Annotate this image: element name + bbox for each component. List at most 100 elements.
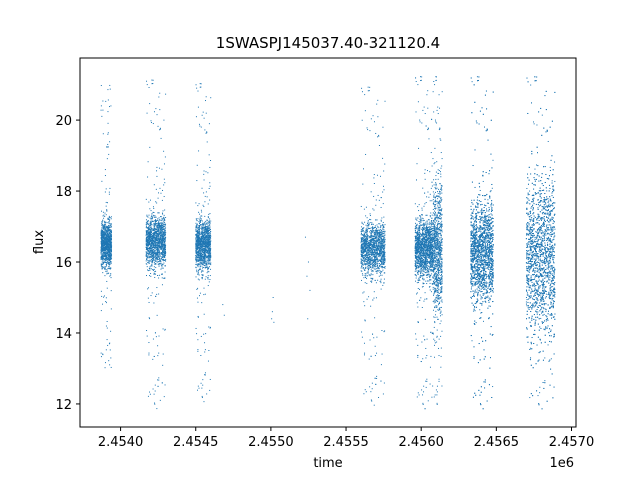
- data-point: [100, 231, 102, 233]
- data-point: [372, 274, 374, 276]
- data-point: [148, 342, 150, 344]
- data-point: [207, 238, 209, 240]
- data-point: [203, 238, 205, 240]
- data-point: [367, 223, 369, 225]
- data-point: [371, 262, 373, 264]
- data-point: [163, 277, 165, 279]
- data-point: [164, 244, 166, 246]
- data-point: [202, 228, 204, 230]
- data-point: [146, 252, 148, 254]
- data-point: [100, 85, 102, 87]
- data-point: [107, 242, 109, 244]
- data-point: [158, 379, 160, 381]
- data-point: [206, 242, 208, 244]
- data-point: [109, 240, 111, 242]
- data-point: [206, 250, 208, 252]
- data-point: [207, 268, 209, 270]
- data-point: [110, 248, 112, 250]
- data-point: [151, 218, 153, 220]
- data-point: [362, 256, 364, 258]
- data-point: [363, 243, 365, 245]
- data-point: [361, 246, 363, 248]
- data-point: [148, 214, 150, 216]
- data-point: [361, 228, 363, 230]
- data-point: [201, 229, 203, 231]
- data-point: [195, 235, 197, 237]
- data-point: [101, 239, 103, 241]
- data-point: [360, 226, 362, 228]
- data-point: [104, 256, 106, 258]
- data-point: [205, 266, 207, 268]
- data-point: [148, 234, 150, 236]
- data-point: [203, 240, 205, 242]
- data-point: [154, 402, 156, 404]
- data-point: [106, 234, 108, 236]
- data-point: [377, 249, 379, 251]
- data-point: [201, 249, 203, 251]
- data-point: [158, 227, 160, 229]
- data-point: [150, 234, 152, 236]
- data-point: [107, 244, 109, 246]
- data-point: [195, 244, 197, 246]
- data-point: [145, 238, 147, 240]
- data-point: [361, 256, 363, 258]
- data-point: [200, 258, 202, 260]
- data-point: [155, 257, 157, 259]
- data-point: [150, 244, 152, 246]
- data-point: [100, 258, 102, 260]
- data-point: [381, 240, 383, 242]
- data-point: [159, 240, 161, 242]
- data-point: [152, 235, 154, 237]
- data-point: [205, 247, 207, 249]
- data-point: [208, 236, 210, 238]
- data-point: [149, 208, 151, 210]
- data-point: [104, 267, 106, 269]
- data-point: [105, 223, 107, 225]
- data-point: [105, 246, 107, 248]
- data-point: [206, 245, 208, 247]
- data-point: [198, 250, 200, 251]
- data-point: [106, 273, 108, 275]
- data-point: [148, 227, 150, 229]
- data-point: [110, 249, 112, 251]
- data-point: [381, 240, 383, 242]
- data-point: [202, 111, 204, 113]
- data-point: [371, 233, 373, 235]
- data-point: [146, 254, 148, 256]
- data-point: [201, 278, 203, 280]
- data-point: [110, 223, 112, 225]
- data-point: [102, 266, 104, 268]
- data-point: [163, 178, 165, 180]
- data-point: [371, 248, 372, 250]
- data-point: [110, 218, 112, 220]
- data-point: [208, 232, 210, 234]
- data-point: [149, 217, 151, 219]
- data-point: [154, 223, 156, 225]
- data-point: [157, 218, 159, 220]
- data-point: [377, 259, 379, 261]
- data-point: [204, 225, 206, 227]
- data-point: [208, 235, 210, 237]
- data-point: [102, 303, 104, 305]
- data-point: [154, 241, 156, 243]
- data-point: [371, 227, 373, 229]
- data-point: [146, 256, 148, 258]
- data-point: [206, 272, 208, 274]
- data-point: [208, 266, 210, 268]
- data-point: [160, 258, 162, 260]
- data-point: [203, 237, 205, 239]
- data-point: [164, 245, 166, 247]
- data-point: [162, 251, 164, 253]
- data-point: [367, 254, 369, 256]
- data-point: [368, 257, 370, 259]
- data-point: [200, 209, 202, 211]
- data-point: [206, 232, 208, 234]
- data-point: [106, 248, 108, 250]
- data-point: [209, 244, 211, 246]
- data-point: [153, 233, 155, 235]
- data-point: [198, 246, 200, 248]
- data-point: [110, 273, 112, 275]
- data-point: [156, 219, 158, 221]
- data-point: [147, 161, 149, 163]
- data-point: [381, 247, 383, 249]
